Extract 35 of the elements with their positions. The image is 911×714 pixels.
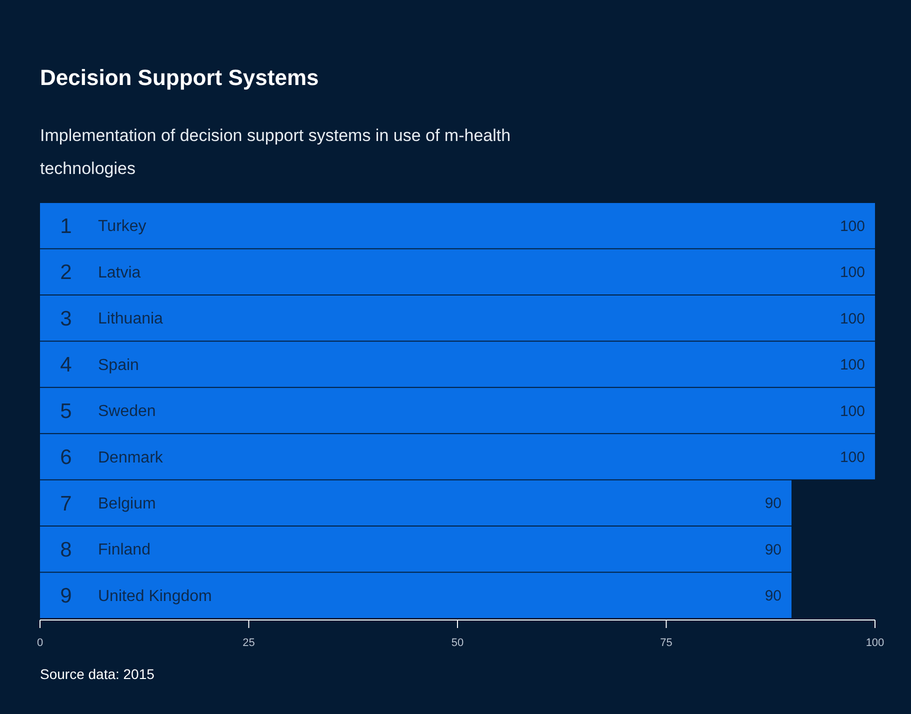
- chart-subtitle: Implementation of decision support systems in use of m-health technologies: [40, 126, 511, 178]
- data-label: 100: [840, 218, 865, 235]
- data-label: 100: [840, 310, 865, 328]
- annotation: 7: [60, 492, 72, 516]
- data-label: 100: [840, 356, 865, 374]
- y-tick-label: Finland: [98, 542, 150, 559]
- x-tick-label: 75: [660, 637, 672, 649]
- source-note: Source data: 2015: [40, 666, 155, 682]
- y-tick-label: United Kingdom: [98, 588, 212, 605]
- x-tick-label: 100: [866, 637, 884, 649]
- annotation: 9: [60, 584, 72, 608]
- annotation: 2: [60, 261, 72, 284]
- annotation: 8: [60, 538, 72, 562]
- y-tick-label: Turkey: [98, 218, 146, 236]
- annotation: 6: [60, 446, 72, 470]
- y-tick-label: Denmark: [98, 449, 164, 466]
- x-tick-label: 0: [36, 637, 44, 649]
- y-tick-label: Belgium: [98, 496, 156, 513]
- data-label: 90: [764, 541, 782, 558]
- annotation: 5: [60, 400, 72, 423]
- data-label: 100: [840, 264, 865, 282]
- annotation: 4: [60, 354, 72, 377]
- y-tick-label: Latvia: [98, 264, 141, 282]
- data-label: 100: [840, 448, 865, 466]
- annotation: 1: [60, 214, 72, 238]
- y-tick-label: Spain: [98, 356, 139, 374]
- data-label: 100: [840, 402, 865, 420]
- chart-title: Decision Support Systems: [40, 65, 319, 90]
- data-label: 90: [764, 588, 782, 605]
- x-tick-label: 25: [242, 637, 255, 649]
- y-tick-label: Sweden: [98, 403, 156, 420]
- data-label: 90: [764, 495, 782, 512]
- annotation: 3: [60, 307, 72, 330]
- y-tick-label: Lithuania: [98, 310, 164, 328]
- x-tick-label: 50: [451, 637, 464, 649]
